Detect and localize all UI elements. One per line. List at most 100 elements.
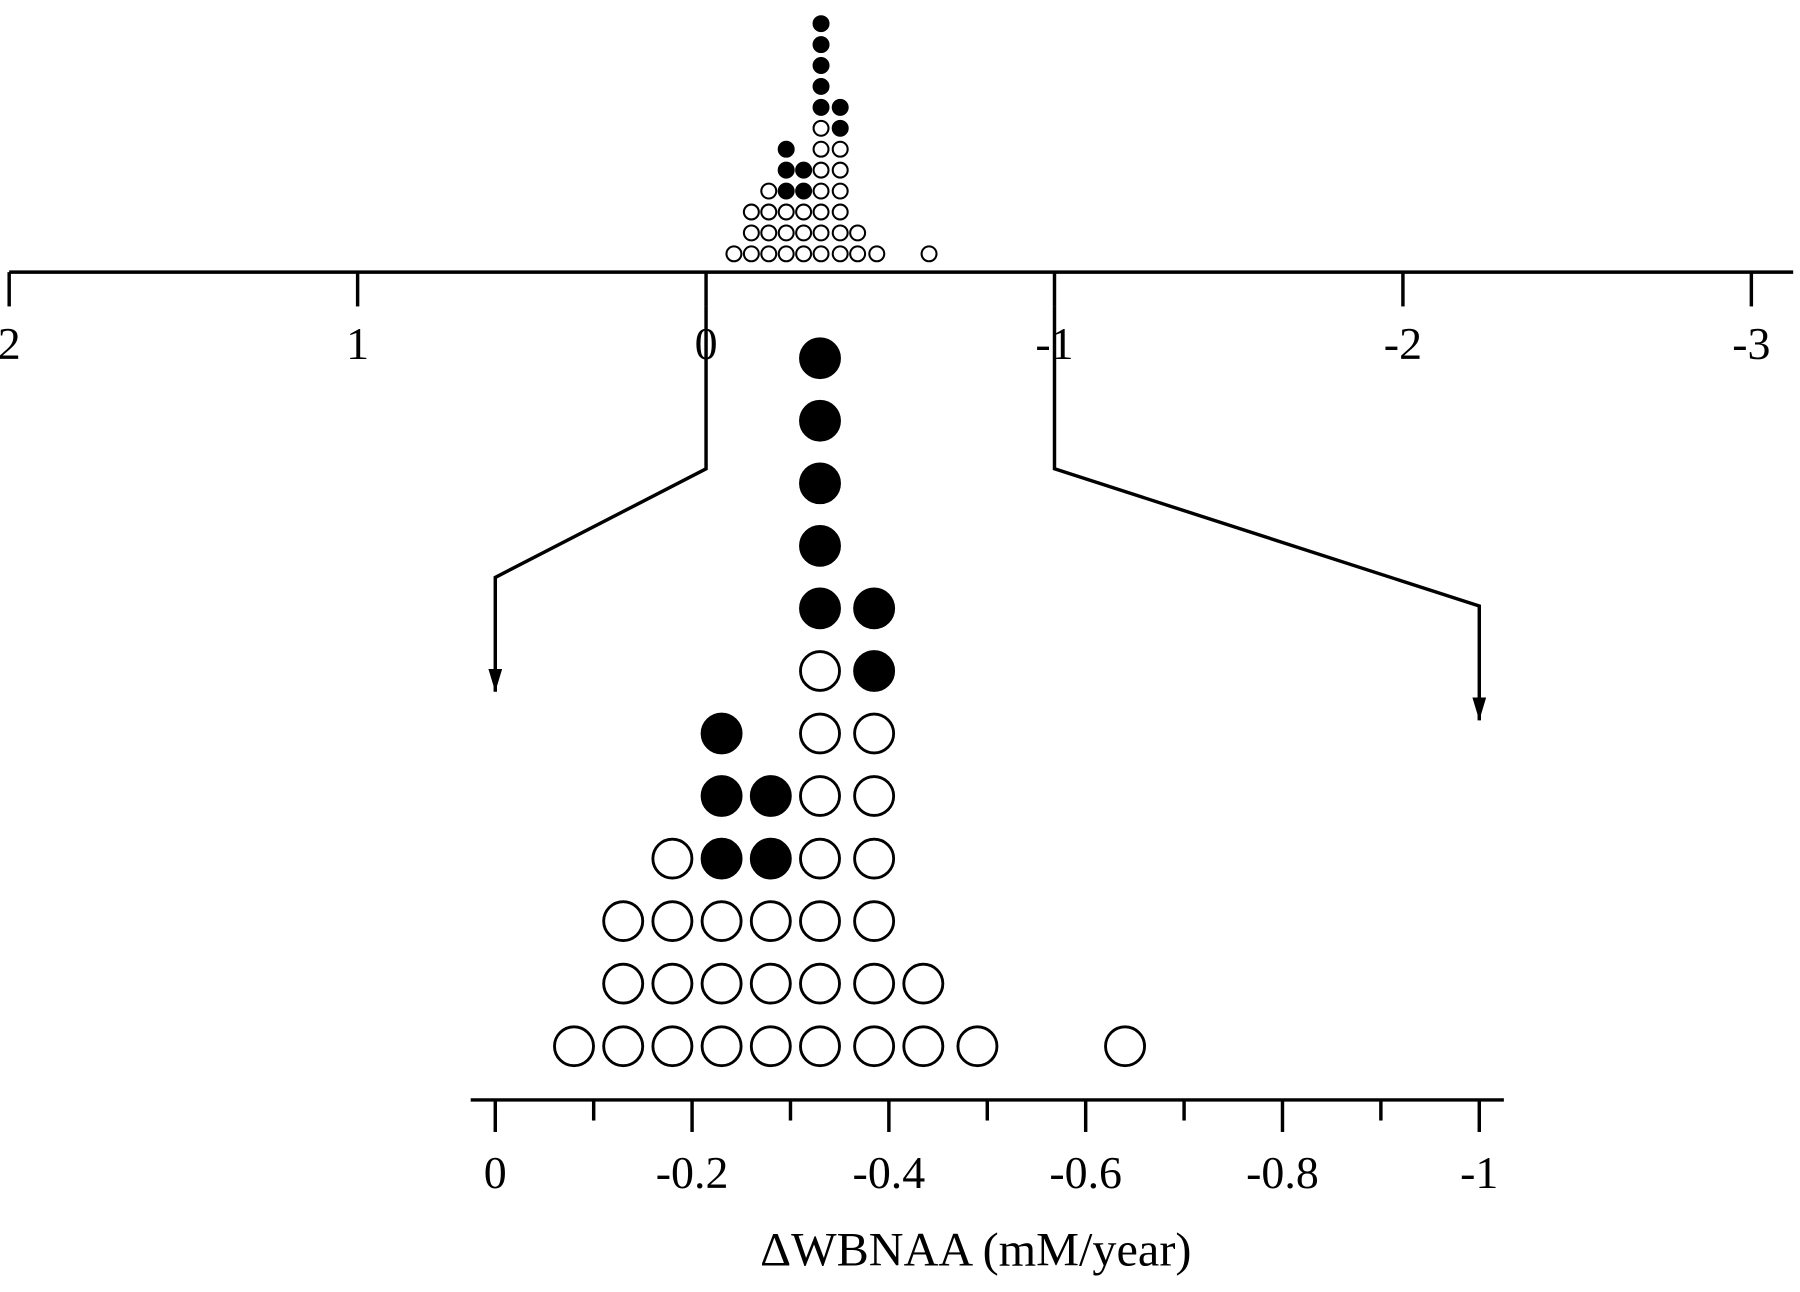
overview-dot <box>777 245 795 263</box>
overview-dot <box>812 140 830 158</box>
dot <box>749 1025 792 1068</box>
overview-dot <box>795 245 813 263</box>
overview-dot <box>831 245 849 263</box>
dot <box>749 900 792 942</box>
dot <box>853 775 896 817</box>
dot <box>602 1025 645 1068</box>
dot <box>651 900 694 942</box>
overview-dot <box>812 224 830 242</box>
dot <box>700 837 743 880</box>
overview-tick-label: -3 <box>1732 318 1770 369</box>
dot <box>853 900 896 942</box>
dot <box>853 587 896 630</box>
overview-tick-label: 1 <box>346 318 369 369</box>
overview-dot <box>812 182 830 200</box>
dot <box>799 1025 841 1068</box>
dot <box>799 962 841 1005</box>
dot <box>799 337 841 380</box>
overview-tick-label: -2 <box>1384 318 1422 369</box>
overview-dot <box>777 182 795 200</box>
dot <box>749 775 792 817</box>
dot <box>651 962 694 1005</box>
overview-dot <box>812 98 830 116</box>
dot <box>700 775 743 817</box>
overview-dot <box>812 161 830 179</box>
overview-dot <box>742 245 760 263</box>
dot <box>853 962 896 1005</box>
x-tick-label: -1 <box>1460 1147 1498 1198</box>
x-tick-label: -0.4 <box>853 1147 926 1198</box>
dot <box>799 775 841 817</box>
overview-dot <box>812 119 830 137</box>
dot <box>799 712 841 755</box>
overview-dot <box>831 98 849 116</box>
dot <box>700 1025 743 1068</box>
overview-dot <box>742 224 760 242</box>
dot <box>700 900 743 942</box>
dot <box>799 587 841 630</box>
overview-dot <box>795 203 813 221</box>
dot <box>799 900 841 942</box>
dot <box>602 900 645 942</box>
dot <box>853 1025 896 1068</box>
dot <box>853 837 896 880</box>
overview-dot <box>725 245 743 263</box>
overview-dot <box>831 224 849 242</box>
dot <box>799 462 841 505</box>
dot <box>902 962 945 1005</box>
overview-dot <box>920 245 938 263</box>
dot <box>553 1025 595 1068</box>
overview-dot <box>777 203 795 221</box>
overview-dot <box>812 77 830 95</box>
zoom-arrow <box>1052 306 1487 721</box>
dot <box>799 524 841 567</box>
x-tick-label: -0.6 <box>1049 1147 1122 1198</box>
overview-dot <box>812 57 830 74</box>
dot <box>799 399 841 442</box>
plot-area: ΔWBNAA (mM/year) 2 1 0 -1 -2 -30 -0.2 -0.4 -0.6-… <box>0 15 1794 1276</box>
overview-dot <box>831 140 849 158</box>
overview-dot <box>795 182 813 200</box>
dot <box>956 1025 999 1068</box>
x-tick-label: -0.8 <box>1246 1147 1319 1198</box>
overview-dot <box>812 245 830 263</box>
overview-dot <box>812 15 830 33</box>
dot <box>1104 1025 1146 1068</box>
dot <box>700 962 743 1005</box>
overview-dot <box>760 245 778 263</box>
dot <box>651 1025 694 1068</box>
overview-dot <box>742 203 760 221</box>
dot <box>799 837 841 880</box>
dot <box>749 837 792 880</box>
overview-dot <box>777 140 795 158</box>
overview-dot <box>849 224 867 242</box>
overview-dot <box>760 182 778 200</box>
x-tick-label: -0.2 <box>656 1147 729 1198</box>
dot <box>749 962 792 1005</box>
x-axis-label: ΔWBNAA (mM/year) <box>760 1223 1191 1276</box>
overview-dot <box>868 245 886 263</box>
zoom-arrow <box>488 306 708 692</box>
dot <box>602 962 645 1005</box>
overview-dot <box>760 224 778 242</box>
overview-dot <box>760 203 778 221</box>
overview-dot <box>777 224 795 242</box>
dot <box>853 712 896 755</box>
overview-dot <box>831 161 849 179</box>
overview-dot <box>831 203 849 221</box>
overview-dot <box>849 245 867 263</box>
overview-dot <box>812 36 830 54</box>
dot <box>902 1025 945 1068</box>
x-tick-label: 0 <box>484 1147 507 1198</box>
overview-dot <box>831 119 849 137</box>
overview-dot <box>777 161 795 179</box>
overview-dot <box>795 161 813 179</box>
dot <box>799 650 841 692</box>
overview-dot <box>831 182 849 200</box>
overview-dot <box>795 224 813 242</box>
overview-tick-label: 2 <box>0 318 21 369</box>
dot <box>651 837 694 880</box>
overview-dot <box>812 203 830 221</box>
